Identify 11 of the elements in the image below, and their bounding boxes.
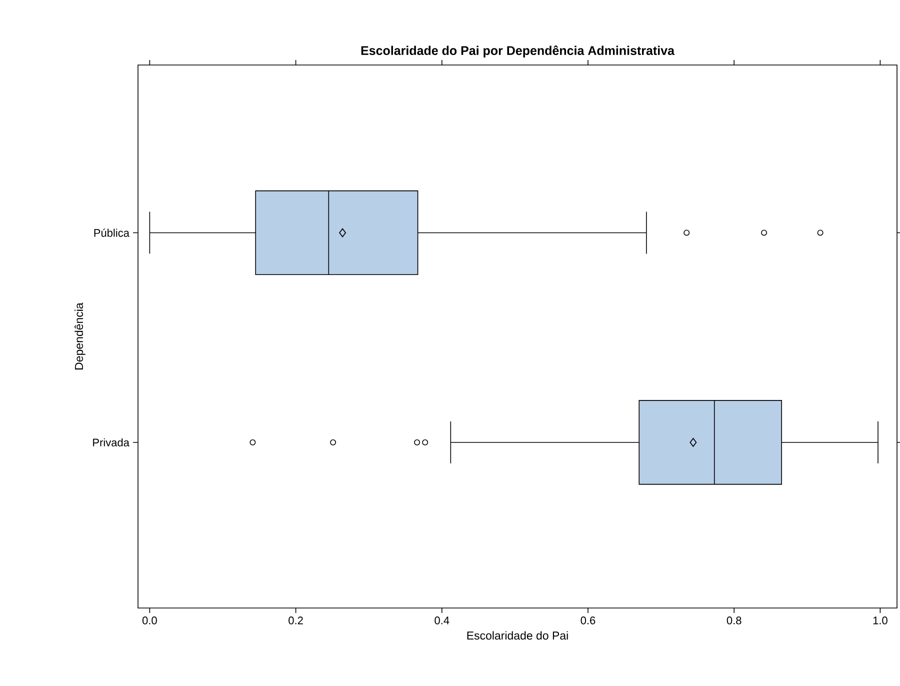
x-tick-label: 0.0 xyxy=(142,616,157,624)
x-tick-label: 0.6 xyxy=(580,616,596,624)
chart-title: Escolaridade do Pai por Dependência Administrativa xyxy=(361,46,675,58)
x-tick-label: 1.0 xyxy=(873,616,888,624)
y-tick-label: Privada xyxy=(93,438,130,446)
y-tick-label: Pública xyxy=(94,228,130,237)
x-tick-label: 0.4 xyxy=(434,616,450,624)
x-axis-title: Escolaridade do Pai xyxy=(467,631,568,640)
y-axis-title: Dependência xyxy=(74,302,86,370)
x-tick-label: 0.8 xyxy=(726,616,742,624)
x-tick-label: 0.2 xyxy=(288,616,303,624)
